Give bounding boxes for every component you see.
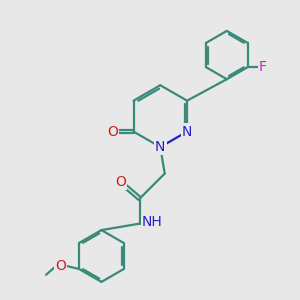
Text: N: N	[155, 140, 166, 154]
Text: N: N	[182, 124, 192, 139]
Text: NH: NH	[142, 215, 162, 229]
Text: F: F	[259, 60, 267, 74]
Text: O: O	[55, 259, 66, 273]
Text: O: O	[115, 176, 126, 189]
Text: O: O	[107, 124, 118, 139]
